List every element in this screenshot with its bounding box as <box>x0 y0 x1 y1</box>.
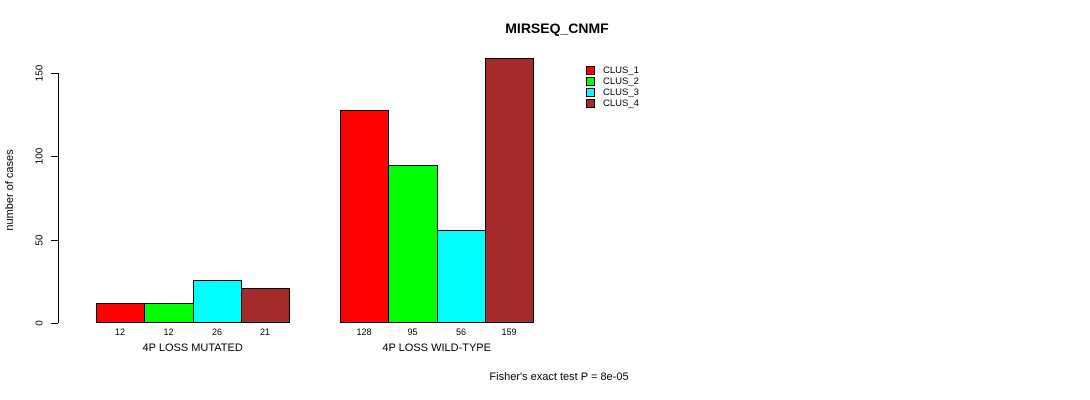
bar-value-label: 12 <box>114 327 126 337</box>
fisher-test-annotation: Fisher's exact test P = 8e-05 <box>489 371 629 383</box>
bar-clus_2-2 <box>388 165 438 323</box>
y-axis-label: number of cases <box>4 149 16 231</box>
legend-label: CLUS_3 <box>603 87 639 98</box>
y-tick <box>51 323 58 324</box>
bar-value-label: 159 <box>501 327 517 337</box>
category-label: 4P LOSS MUTATED <box>142 342 243 354</box>
y-tick-label: 0 <box>34 320 46 326</box>
y-tick <box>51 156 58 157</box>
bar-clus_4-2 <box>485 58 534 323</box>
legend-swatch-clus_4 <box>586 99 595 108</box>
bar-clus_1-2 <box>340 110 389 323</box>
y-axis-line <box>58 73 59 323</box>
legend-label: CLUS_4 <box>603 98 639 109</box>
y-tick <box>51 240 58 241</box>
y-tick-label: 50 <box>34 234 46 246</box>
legend-label: CLUS_1 <box>603 65 639 76</box>
bar-clus_4-1 <box>241 288 290 323</box>
bar-value-label: 21 <box>259 327 271 337</box>
bar-value-label: 95 <box>407 327 418 337</box>
category-label: 4P LOSS WILD-TYPE <box>382 342 491 354</box>
bar-value-label: 128 <box>356 327 372 337</box>
legend-label: CLUS_2 <box>603 76 639 87</box>
bar-clus_3-2 <box>437 230 486 323</box>
bar-clus_1-1 <box>96 303 145 323</box>
bar-clus_3-1 <box>193 280 242 323</box>
legend-swatch-clus_3 <box>586 88 595 97</box>
bar-value-label: 56 <box>455 327 467 337</box>
y-tick <box>51 73 58 74</box>
bar-value-label: 12 <box>163 327 174 337</box>
y-tick-label: 100 <box>34 147 46 165</box>
legend-swatch-clus_2 <box>586 77 595 86</box>
bar-clus_2-1 <box>144 303 194 323</box>
y-tick-label: 150 <box>34 64 46 82</box>
bar-value-label: 26 <box>211 327 223 337</box>
chart-title: MIRSEQ_CNMF <box>505 20 609 36</box>
legend-swatch-clus_1 <box>586 66 595 75</box>
